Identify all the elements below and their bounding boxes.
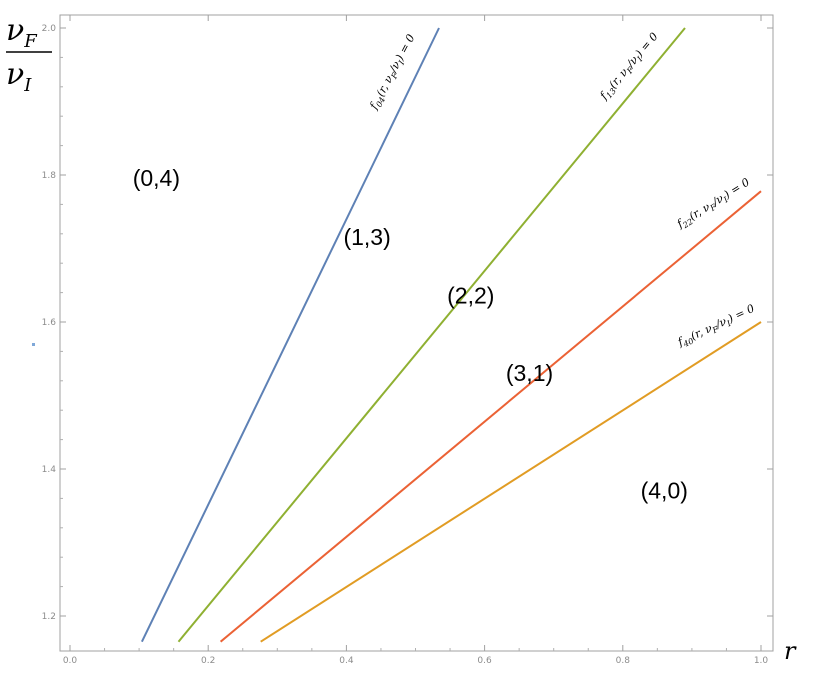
svg-text:νF: νF bbox=[6, 13, 38, 52]
x-tick-label-4: 0.8 bbox=[616, 656, 631, 666]
y-title-numerator-sub: F bbox=[23, 31, 38, 52]
region-label-3: (3,1) bbox=[506, 360, 553, 386]
series-line-2 bbox=[219, 190, 762, 643]
x-tick-label-1: 0.2 bbox=[201, 656, 215, 666]
y-tick-label-2: 1.6 bbox=[42, 318, 57, 328]
y-title-denominator-sub: I bbox=[23, 75, 32, 96]
svg-text:f22(r, νF/νI) = 0: f22(r, νF/νI) = 0 bbox=[674, 176, 753, 233]
y-title-denominator: ν bbox=[6, 57, 24, 92]
region-label-4: (4,0) bbox=[641, 477, 688, 503]
curve-label-f22: f22(r, νF/νI) = 0 bbox=[674, 176, 753, 233]
region-labels: (0,4) (1,3) (2,2) (3,1) (4,0) bbox=[133, 165, 688, 503]
series-line-3 bbox=[260, 321, 762, 643]
region-label-1: (1,3) bbox=[343, 224, 390, 250]
axis-ticks: 0.0 0.2 0.4 0.6 0.8 1.0 1.2 1.4 1.6 1.8 2.0 bbox=[42, 15, 773, 666]
svg-text:νI: νI bbox=[6, 57, 32, 96]
y-title-numerator: ν bbox=[6, 13, 24, 48]
x-tick-label-0: 0.0 bbox=[63, 656, 78, 666]
x-tick-label-5: 1.0 bbox=[754, 656, 769, 666]
y-tick-label-1: 1.4 bbox=[42, 465, 57, 475]
plot-frame bbox=[59, 14, 774, 652]
y-tick-label-0: 1.2 bbox=[42, 612, 56, 622]
region-label-2: (2,2) bbox=[447, 283, 494, 309]
svg-text:f04(r, νF/νI) = 0: f04(r, νF/νI) = 0 bbox=[367, 32, 420, 113]
stray-mark bbox=[32, 343, 35, 346]
curve-label-f04-sub: 04 bbox=[374, 96, 387, 109]
y-tick-label-3: 1.8 bbox=[42, 171, 57, 181]
series-layer bbox=[140, 27, 762, 643]
region-label-0: (0,4) bbox=[133, 165, 180, 191]
curve-label-f04: f04(r, νF/νI) = 0 bbox=[367, 32, 420, 113]
x-axis-title: r bbox=[784, 637, 797, 665]
svg-text:f40(r, νF/νI) = 0: f40(r, νF/νI) = 0 bbox=[675, 302, 757, 351]
series-line-0 bbox=[140, 27, 440, 643]
curve-label-f40-sub: 40 bbox=[681, 336, 695, 349]
series-line-1 bbox=[177, 27, 686, 643]
x-tick-label-3: 0.6 bbox=[477, 656, 492, 666]
x-tick-label-2: 0.4 bbox=[339, 656, 354, 666]
curve-label-f40: f40(r, νF/νI) = 0 bbox=[675, 302, 757, 351]
y-axis-title: νF νI bbox=[6, 13, 52, 96]
y-tick-label-4: 2.0 bbox=[42, 24, 57, 34]
